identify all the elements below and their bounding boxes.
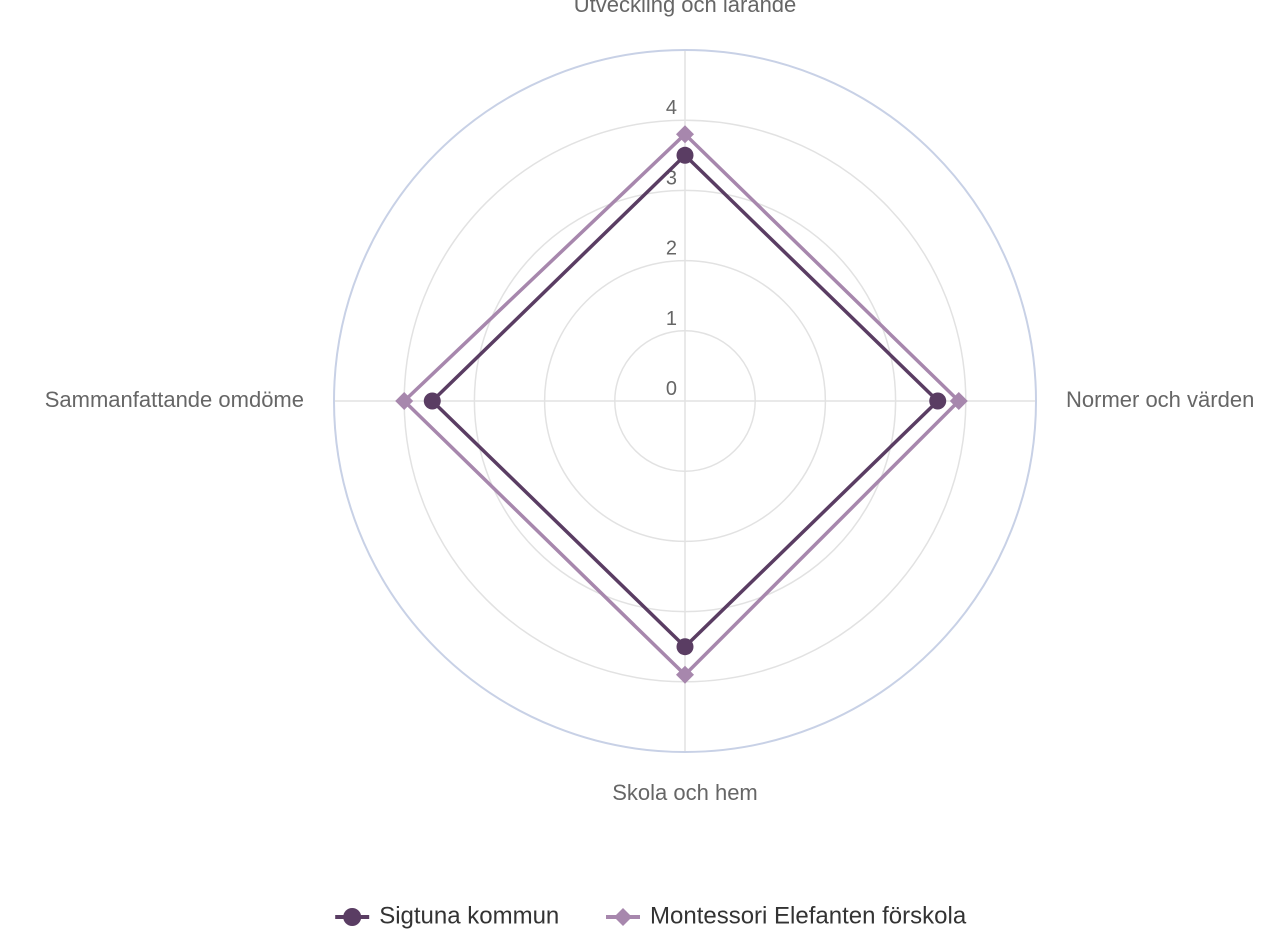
data-point[interactable] bbox=[676, 146, 694, 164]
tick-label: 2 bbox=[666, 238, 677, 260]
legend-marker bbox=[614, 908, 632, 926]
tick-label: 3 bbox=[666, 167, 677, 189]
category-label: Sammanfattande omdöme bbox=[45, 387, 304, 412]
tick-label: 4 bbox=[666, 97, 677, 119]
data-point[interactable] bbox=[949, 392, 968, 410]
category-label: Normer och värden bbox=[1066, 387, 1254, 412]
category-label: Skola och hem bbox=[612, 780, 758, 805]
data-point[interactable] bbox=[395, 392, 414, 410]
legend-label: Sigtuna kommun bbox=[379, 902, 559, 929]
axis-label-layer: Utveckling och lärande Normer och värden S… bbox=[45, 0, 1255, 805]
legend-item[interactable]: Montessori Elefanten förskola bbox=[606, 902, 967, 929]
series-sigtuna-kommun bbox=[423, 146, 947, 656]
tick-label: 1 bbox=[666, 308, 677, 330]
series-line bbox=[401, 131, 962, 678]
data-point[interactable] bbox=[676, 125, 694, 144]
series-layer bbox=[395, 125, 968, 684]
legend-marker bbox=[343, 908, 362, 926]
legend-label: Montessori Elefanten förskola bbox=[650, 902, 967, 929]
tick-label-layer: 0 1 2 3 4 bbox=[666, 97, 677, 400]
series-montessori-elefanten-f-rskola bbox=[395, 125, 968, 684]
tick-label: 0 bbox=[666, 378, 677, 400]
data-point[interactable] bbox=[929, 392, 947, 410]
outer-ring bbox=[333, 49, 1037, 753]
legend[interactable]: Sigtuna kommun Montessori Elefanten försk… bbox=[335, 902, 967, 929]
data-point[interactable] bbox=[423, 392, 441, 410]
category-label: Utveckling och lärande bbox=[574, 0, 797, 17]
data-point[interactable] bbox=[676, 665, 694, 684]
data-point[interactable] bbox=[676, 638, 694, 656]
legend-item[interactable]: Sigtuna kommun bbox=[335, 902, 559, 929]
